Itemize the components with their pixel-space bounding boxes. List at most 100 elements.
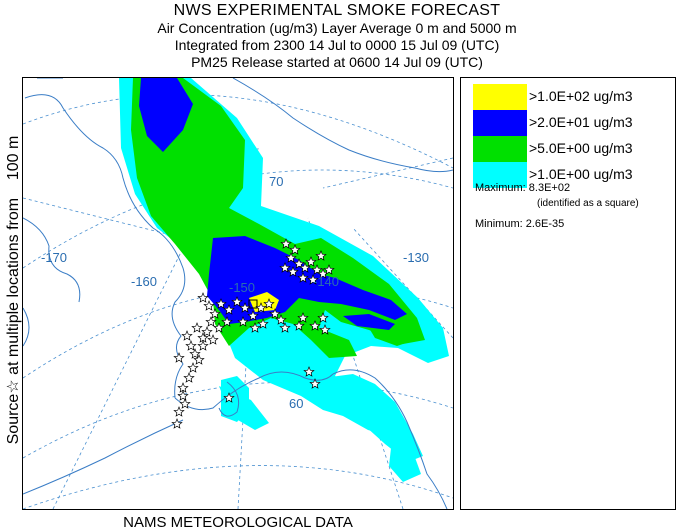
coast-siberia-south [23,307,30,347]
grid-label-lat-60: 60 [289,396,304,411]
legend-label-1: >1.0E+00 ug/m3 [529,166,633,182]
source-label-part2: at multiple locations [5,234,22,380]
fire-source-star [231,296,243,307]
fire-source-star [289,244,301,255]
fire-source-star [187,362,199,373]
grid-label-lon-130: -130 [403,250,430,265]
fire-source-star [317,312,329,323]
legend-item-1: >1.0E+00 ug/m3 [473,162,671,188]
grid-label-lon-170: -170 [41,250,68,265]
coast-panhandle [332,369,448,509]
smoke-plume [119,78,449,482]
fire-source-star [181,330,193,341]
fire-source-star [275,314,287,325]
fire-source-star [309,320,321,331]
minimum-value: 2.6E-35 [525,218,565,230]
legend-panel: >1.0E+02 ug/m3 >2.0E+01 ug/m3 >5.0E+00 u… [460,77,676,510]
legend-swatch-1 [473,162,527,188]
legend-label-20: >2.0E+01 ug/m3 [529,114,633,130]
maximum-value: 8.3E+02 [528,182,571,194]
fire-source-star [247,310,259,321]
meteorological-data-label: NAMS METEOROLOGICAL DATA [123,514,353,531]
contour-level-1-gulf [323,374,423,462]
grid-label-lon-150: -150 [229,280,256,295]
fire-source-star [305,256,317,267]
fire-source-star [279,322,291,333]
layer-description: Air Concentration (ug/m3) Layer Average … [157,20,517,36]
map-canvas [23,78,453,509]
fire-source-star [297,272,309,283]
maximum-note: (identified as a square) [537,198,639,209]
minimum-stat: Minimum: 2.6E-35 [475,218,564,230]
fire-source-star [279,262,291,273]
fire-source-star [239,302,251,313]
fire-source-star [197,340,209,351]
fire-source-star [223,304,235,315]
fire-source-star [189,348,201,359]
fire-source-star [177,390,189,401]
fire-source-star [193,354,205,365]
longitude-line-160 [52,217,199,509]
fire-source-star [173,406,185,417]
integration-period: Integrated from 2300 14 Jul to 0000 15 J… [174,37,500,53]
longitude-line-120 [322,157,453,189]
graticule [23,94,453,509]
fire-source-star [173,352,185,363]
latitude-line [23,94,453,169]
coast-north [232,78,453,173]
fire-source-star [257,318,269,329]
fire-source-star [221,316,233,327]
legend-swatch-100 [473,84,527,110]
fire-source-star [185,340,197,351]
legend-label-5: >5.0E+00 ug/m3 [529,140,633,156]
fire-source-star [263,298,275,309]
minimum-label: Minimum: [475,218,523,230]
fire-source-star [309,378,321,389]
fire-source-star [323,264,335,275]
coast-chukotka [23,217,81,303]
fire-source-star [215,298,227,309]
coast-west [24,94,186,399]
fire-source-star [201,326,213,337]
fire-source-star [207,334,219,345]
fire-source-star [293,320,305,331]
fire-source-star [285,252,297,263]
fire-source-star [197,332,209,343]
fire-source-star [237,316,249,327]
legend-item-100: >1.0E+02 ug/m3 [473,84,671,110]
fire-source-star [319,324,331,335]
fire-source-star [203,300,215,311]
source-star-icon: ☆ [5,379,22,394]
maximum-label: Maximum: [475,182,526,194]
latitude-line-70 [23,169,453,269]
legend-swatch-20 [473,110,527,136]
source-label-part3: from 100 m [5,135,22,235]
legend-item-5: >5.0E+00 ug/m3 [473,136,671,162]
legend-label-100: >1.0E+02 ug/m3 [529,88,633,104]
contour-level-20-tail [343,314,395,330]
fire-source-star [307,274,319,285]
fire-source-star [223,392,235,403]
fire-source-star [280,238,292,249]
source-side-label: Source☆ at multiple locations from 100 m [3,62,23,518]
fire-source-star [179,398,191,409]
smoke-map: -170 -160 -150 -140 -130 70 60 [22,77,454,510]
forecast-title: NWS EXPERIMENTAL SMOKE FORECAST [173,2,501,19]
contour-level-1-south [389,448,421,482]
fire-source-star [311,264,323,275]
grid-label-lon-160: -160 [131,274,158,289]
grid-label-lat-70: 70 [269,174,284,189]
legend-swatch-5 [473,136,527,162]
legend-item-20: >2.0E+01 ug/m3 [473,110,671,136]
fire-source-star [299,262,311,273]
fire-source-star [297,312,309,323]
fire-sources [171,238,335,429]
latitude-line-60 [23,381,453,459]
longitude-line-130 [352,227,453,339]
longitude-line-170 [23,197,224,249]
fire-source-star [249,322,261,333]
fire-source-star [315,250,327,261]
fire-source-star [293,258,305,269]
coast-kodiak [218,381,240,417]
coastline [23,78,453,509]
